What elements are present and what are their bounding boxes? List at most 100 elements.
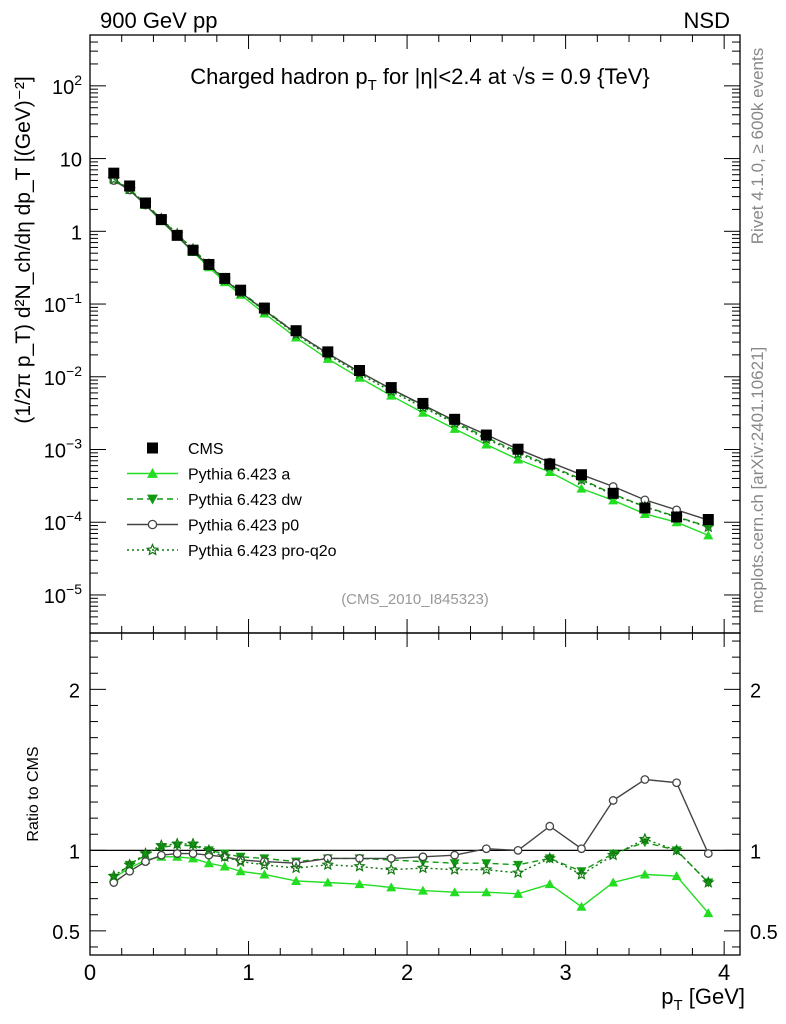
- main-point-cms: [171, 229, 183, 241]
- ratio-y-tick-label: 2: [69, 680, 80, 702]
- ratio-point-pythia-6-423-a: [219, 861, 230, 871]
- ratio-line-pythia-6-423-a: [113, 856, 709, 914]
- ratio-point-pythia-6-423-a: [449, 887, 460, 897]
- main-point-cms: [671, 511, 683, 523]
- x-axis: 0 1 2 3 4: [84, 35, 730, 985]
- main-series-group: [107, 167, 715, 540]
- main-point-cms: [290, 325, 302, 337]
- ratio-point-pythia-6-423-a: [671, 871, 682, 881]
- ratio-point-pythia-6-423-p0: [577, 844, 586, 854]
- main-point-cms: [258, 302, 270, 314]
- ratio-point-pythia-6-423-pro-q2o: [234, 855, 247, 867]
- ratio-y-axis-label: Ratio to CMS: [25, 746, 42, 841]
- main-y-tick-label: 10−3: [44, 436, 82, 463]
- legend: CMS Pythia 6.423 a Pythia 6.423 dw Pythia 6…: [127, 441, 337, 560]
- main-point-cms: [187, 244, 199, 256]
- mcplots-credit-label: mcplots.cern.ch [arXiv:2401.10621]: [748, 347, 767, 613]
- main-point-pythia-6-423-pro-q2o: [701, 520, 715, 533]
- ratio-point-pythia-6-423-a: [322, 877, 333, 887]
- ratio-point-pythia-6-423-a: [203, 858, 214, 868]
- ratio-point-pythia-6-423-a: [354, 879, 365, 889]
- ratio-point-pythia-6-423-pro-q2o: [606, 848, 620, 861]
- legend-label-pythia-6-423-a: Pythia 6.423 a: [188, 467, 290, 484]
- main-point-pythia-6-423-a: [576, 483, 587, 493]
- ratio-point-pythia-6-423-a: [544, 879, 555, 889]
- main-point-cms: [575, 469, 587, 481]
- ratio-point-pythia-6-423-a: [639, 869, 650, 879]
- main-point-cms: [544, 458, 556, 470]
- analysis-id-label: (CMS_2010_I845323): [341, 591, 489, 608]
- ratio-point-pythia-6-423-a: [259, 869, 270, 879]
- main-point-cms: [322, 346, 334, 358]
- main-title-text: Charged hadron p: [190, 64, 367, 89]
- ratio-point-pythia-6-423-pro-q2o: [670, 843, 683, 856]
- ratio-point-pythia-6-423-pro-q2o: [385, 863, 398, 875]
- main-axis-ticks: 102 10 1 10−1 10−2 10−3 10−4 10−5: [44, 34, 740, 634]
- main-y-tick-label: 10−1: [44, 290, 82, 317]
- rivet-version-label: Rivet 4.1.0, ≥ 600k events: [748, 48, 767, 244]
- ratio-y-tick-label: 0.5: [52, 922, 80, 944]
- ratio-point-pythia-6-423-pro-q2o: [258, 858, 271, 871]
- ratio-point-pythia-6-423-pro-q2o: [202, 843, 216, 856]
- ratio-point-pythia-6-423-pro-q2o: [218, 850, 231, 863]
- main-point-cms: [639, 502, 651, 514]
- ratio-point-pythia-6-423-pro-q2o: [186, 837, 200, 850]
- x-tick-label: 3: [559, 960, 571, 985]
- main-point-pythia-6-423-a: [481, 439, 492, 449]
- main-point-pythia-6-423-a: [608, 495, 619, 505]
- header-left-label: 900 GeV pp: [100, 8, 217, 33]
- ratio-point-pythia-6-423-pro-q2o: [638, 832, 652, 845]
- ratio-line-pythia-6-423-p0: [113, 778, 709, 884]
- ratio-point-pythia-6-423-p0: [481, 844, 491, 854]
- ratio-point-pythia-6-423-p0: [418, 852, 428, 862]
- header-right-label: NSD: [684, 8, 730, 33]
- main-point-pythia-6-423-a: [417, 407, 428, 417]
- legend-label-pythia-6-423-dw: Pythia 6.423 dw: [188, 492, 302, 509]
- ratio-point-pythia-6-423-pro-q2o: [170, 837, 184, 850]
- main-point-cms: [607, 487, 619, 499]
- ratio-point-pythia-6-423-pro-q2o: [416, 861, 430, 874]
- ratio-point-pythia-6-423-a: [513, 888, 524, 898]
- ratio-point-pythia-6-423-a: [417, 885, 428, 895]
- ratio-point-pythia-6-423-p0: [172, 849, 182, 858]
- ratio-point-pythia-6-423-p0: [156, 850, 166, 860]
- main-title-rest: for |η|<2.4 at √s = 0.9 {TeV}: [377, 64, 650, 89]
- main-y-tick-label: 10−2: [44, 363, 82, 390]
- ratio-y-tick-label-right: 1: [750, 841, 761, 863]
- x-axis-label: pT [GeV]: [661, 984, 745, 1014]
- ratio-point-pythia-6-423-pro-q2o: [123, 858, 136, 871]
- ratio-point-pythia-6-423-pro-q2o: [155, 838, 168, 851]
- main-point-cms: [702, 514, 714, 526]
- ratio-point-pythia-6-423-dw: [608, 849, 619, 859]
- ratio-point-pythia-6-423-pro-q2o: [321, 858, 335, 871]
- legend-marker-pythia-6-423-pro-q2o: [145, 542, 160, 556]
- ratio-point-pythia-6-423-a: [235, 866, 246, 876]
- main-point-pythia-6-423-a: [513, 454, 524, 464]
- ratio-point-pythia-6-423-pro-q2o: [701, 875, 715, 888]
- ratio-point-pythia-6-423-p0: [450, 850, 460, 860]
- x-tick-label: 2: [401, 960, 413, 985]
- ratio-point-pythia-6-423-pro-q2o: [480, 863, 493, 875]
- ratio-point-pythia-6-423-pro-q2o: [511, 866, 525, 879]
- legend-marker-cms: [147, 442, 158, 454]
- ratio-point-pythia-6-423-p0: [640, 775, 650, 784]
- main-point-pythia-6-423-a: [354, 372, 365, 382]
- ratio-point-pythia-6-423-p0: [386, 854, 396, 863]
- main-y-tick-label: 10: [60, 150, 82, 172]
- ratio-panel: 0.5 0.5 1 1 2 2 Ratio to CMS: [25, 632, 778, 956]
- main-point-pythia-6-423-a: [386, 390, 397, 400]
- main-point-pythia-6-423-a: [449, 423, 460, 433]
- ratio-point-pythia-6-423-pro-q2o: [543, 851, 556, 864]
- ratio-point-pythia-6-423-p0: [188, 849, 198, 858]
- main-title: Charged hadron pT for |η|<2.4 at √s = 0.…: [190, 64, 650, 94]
- main-point-cms: [203, 258, 215, 270]
- x-tick-label: 4: [718, 960, 730, 985]
- main-y-tick-label: 10−5: [44, 581, 82, 608]
- ratio-point-pythia-6-423-p0: [672, 778, 681, 788]
- ratio-point-pythia-6-423-a: [576, 901, 587, 911]
- main-point-pythia-6-423-a: [544, 467, 555, 477]
- ratio-axis-ticks: 0.5 0.5 1 1 2 2: [52, 640, 778, 948]
- ratio-point-pythia-6-423-pro-q2o: [289, 861, 303, 874]
- ratio-point-pythia-6-423-pro-q2o: [139, 847, 152, 859]
